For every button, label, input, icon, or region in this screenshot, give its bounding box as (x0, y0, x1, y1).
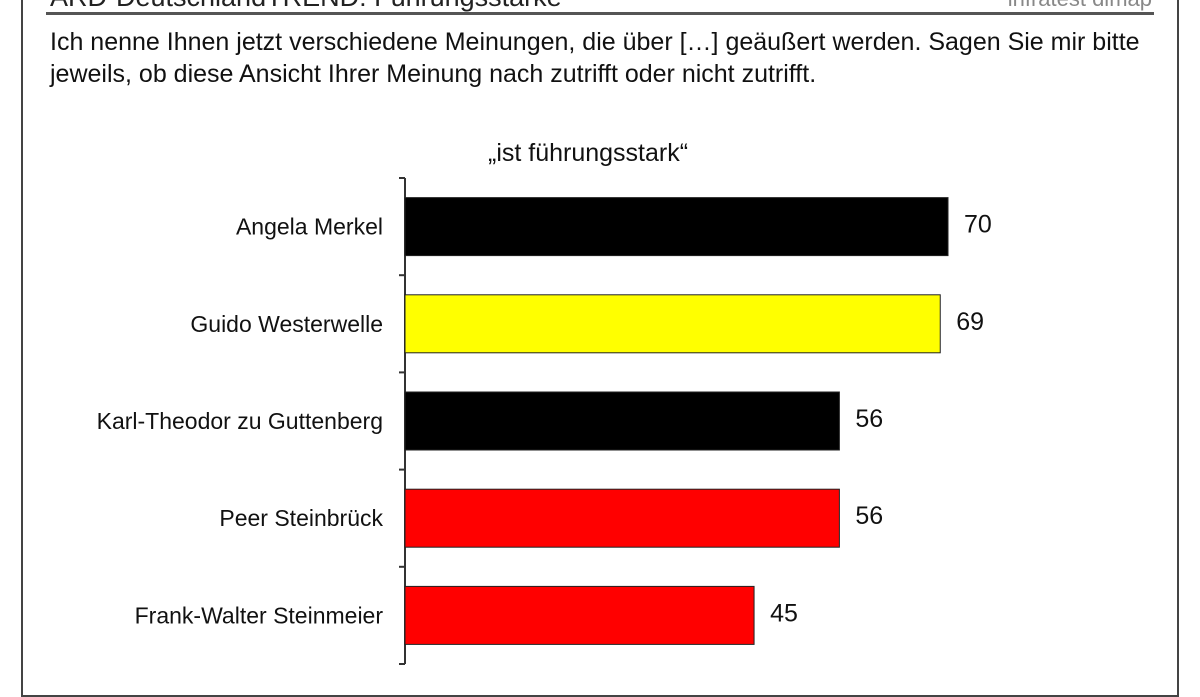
data-label: 56 (855, 405, 883, 433)
brand-logo-text: infratest dimap (1008, 0, 1152, 12)
data-label: 69 (956, 308, 984, 336)
survey-question: Ich nenne Ihnen jetzt verschiedene Meinu… (50, 28, 1140, 88)
bar (404, 488, 840, 548)
data-label: 70 (964, 211, 992, 239)
bar (404, 197, 949, 257)
category-label: Peer Steinbrück (219, 505, 383, 531)
bar (404, 585, 755, 645)
bar-chart: Angela Merkel 70 Guido Westerwelle 69 Karl-T… (97, 177, 992, 665)
category-label: Frank-Walter Steinmeier (135, 602, 384, 628)
category-label: Karl-Theodor zu Guttenberg (97, 408, 383, 434)
category-label: Angela Merkel (236, 214, 383, 240)
data-label: 56 (855, 502, 883, 530)
data-label: 45 (770, 599, 798, 627)
chart-header-title: ARD-DeutschlandTREND: Führungsstärke (50, 0, 562, 13)
chart-title: „ist führungsstark“ (488, 139, 689, 167)
bar (404, 294, 941, 354)
bar (404, 391, 840, 451)
header-divider (46, 12, 1154, 15)
category-label: Guido Westerwelle (190, 311, 383, 337)
